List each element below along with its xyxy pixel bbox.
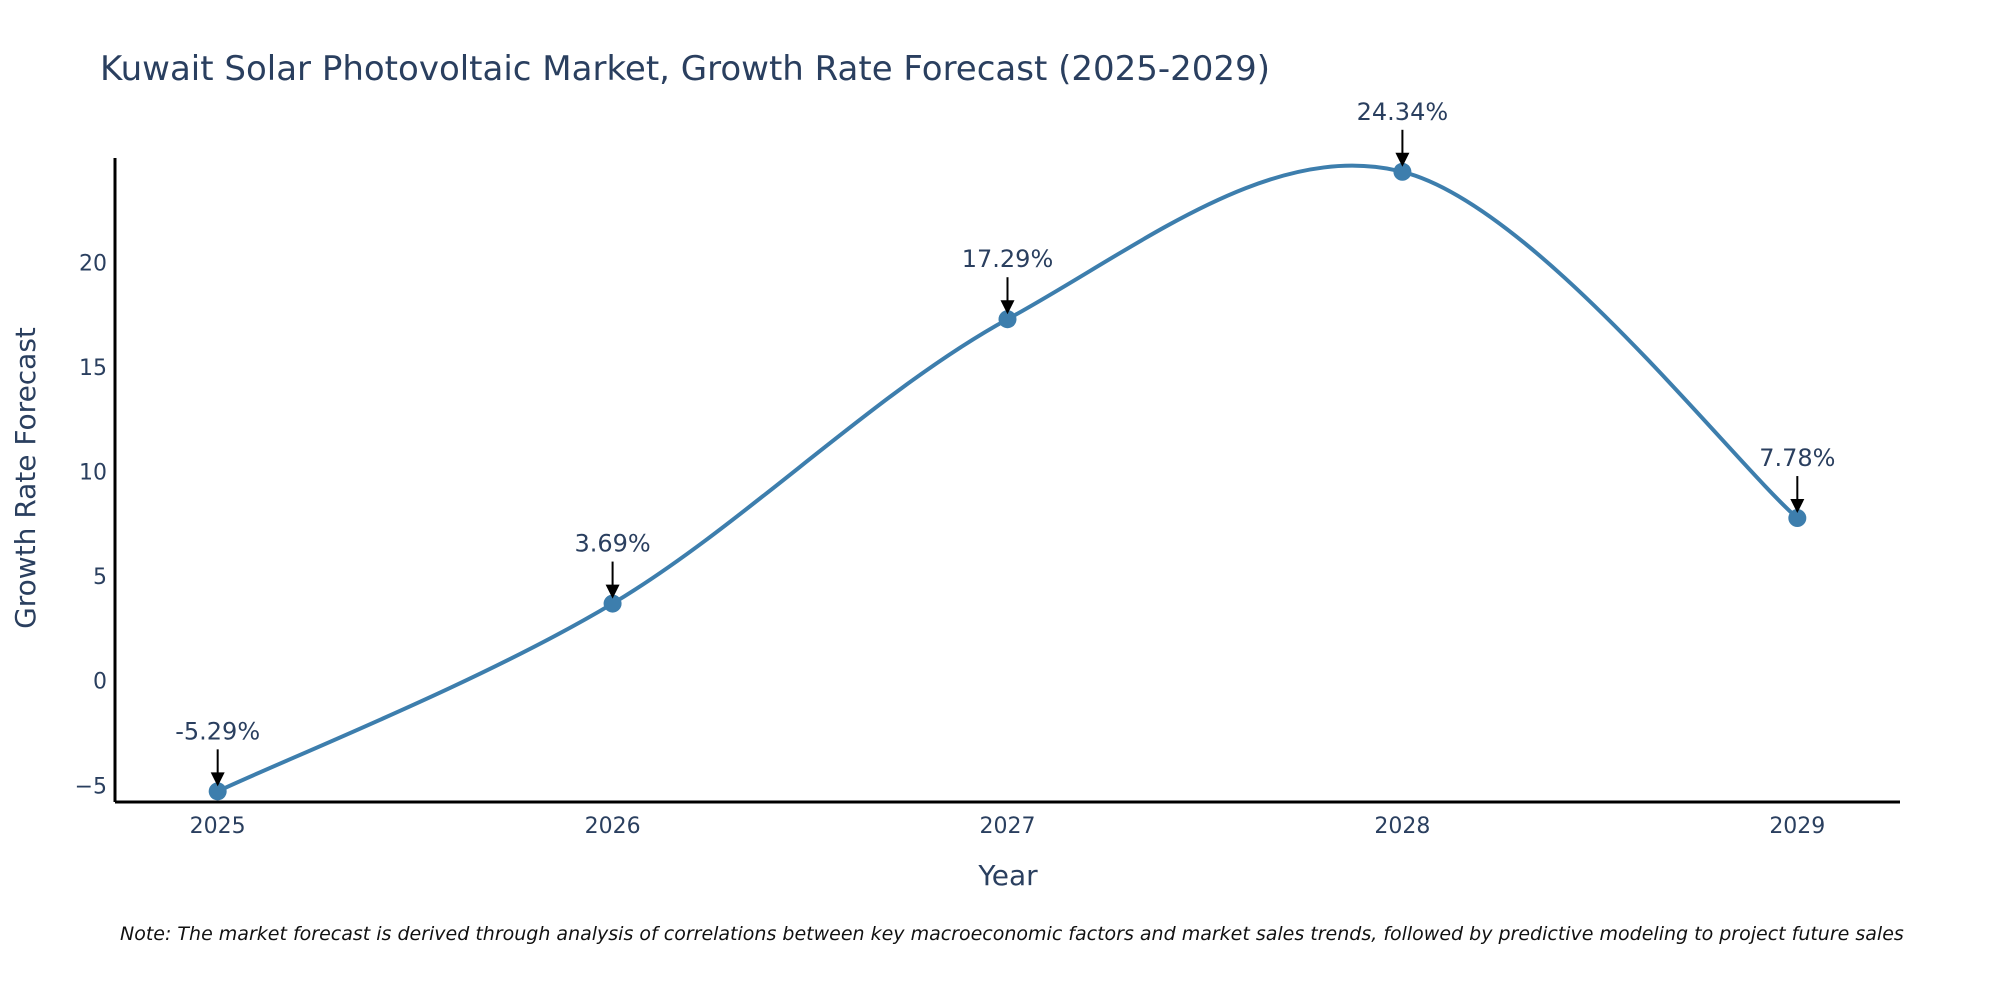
annotation-arrow-head <box>605 584 620 599</box>
data-point-marker <box>603 594 622 613</box>
x-tick-label: 2027 <box>980 814 1036 839</box>
data-points <box>208 162 1807 801</box>
annotation-arrow-head <box>1790 499 1805 514</box>
footnote: Note: The market forecast is derived thr… <box>120 923 1904 945</box>
data-point-marker <box>1393 162 1412 181</box>
data-annotations: -5.29% 3.69% 17.29% 24.34% 7.78% <box>175 98 1835 787</box>
y-tick-label: 20 <box>79 252 107 277</box>
y-tick-label: −5 <box>75 774 107 799</box>
y-tick-label: 5 <box>93 565 107 590</box>
annotation-arrow-head <box>1395 152 1410 167</box>
data-label: 7.78% <box>1759 444 1835 472</box>
data-label: 24.34% <box>1357 98 1449 126</box>
annotation-arrow-head <box>1000 300 1015 315</box>
data-label: 3.69% <box>574 530 650 558</box>
x-tick-label: 2029 <box>1769 814 1825 839</box>
y-tick-label: 10 <box>79 461 107 486</box>
data-label: -5.29% <box>175 717 260 745</box>
y-tick-label: 0 <box>93 670 107 695</box>
y-tick-label: 15 <box>79 356 107 381</box>
data-point-marker <box>1788 509 1807 528</box>
y-axis-ticks: −5 0 5 10 15 20 <box>75 252 107 800</box>
x-axis-ticks: 2025 2026 2027 2028 2029 <box>190 814 1826 839</box>
data-point-marker <box>208 782 227 801</box>
x-axis-title: Year <box>977 859 1038 892</box>
data-label: 17.29% <box>962 245 1054 273</box>
x-tick-label: 2026 <box>585 814 641 839</box>
y-axis-title: Growth Rate Forecast <box>9 327 42 629</box>
chart-title: Kuwait Solar Photovoltaic Market, Growth… <box>100 49 1270 89</box>
x-tick-label: 2025 <box>190 814 246 839</box>
x-tick-label: 2028 <box>1374 814 1430 839</box>
data-point-marker <box>998 310 1017 329</box>
annotation-arrow-head <box>210 772 225 787</box>
